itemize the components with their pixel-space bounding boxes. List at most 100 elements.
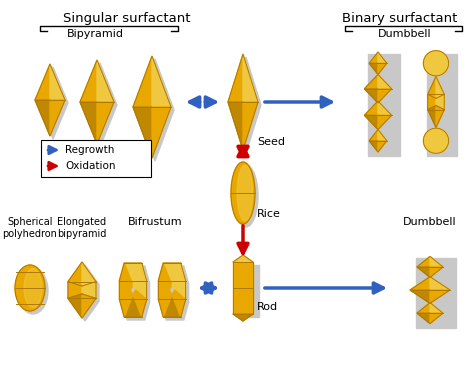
Polygon shape — [233, 255, 253, 262]
Polygon shape — [158, 281, 169, 300]
Polygon shape — [430, 303, 443, 313]
Polygon shape — [35, 64, 50, 100]
Polygon shape — [35, 100, 50, 136]
Polygon shape — [378, 101, 392, 115]
Ellipse shape — [231, 162, 255, 224]
Polygon shape — [378, 129, 387, 141]
Polygon shape — [124, 263, 142, 285]
Ellipse shape — [234, 165, 258, 227]
Polygon shape — [122, 266, 150, 320]
Polygon shape — [430, 267, 443, 278]
Polygon shape — [417, 313, 430, 324]
Polygon shape — [428, 77, 436, 99]
Text: Bipyramid: Bipyramid — [66, 29, 124, 39]
Polygon shape — [119, 263, 133, 290]
Text: Regrowth: Regrowth — [65, 145, 114, 155]
Polygon shape — [50, 100, 65, 136]
Polygon shape — [378, 115, 392, 129]
Polygon shape — [152, 56, 171, 107]
Polygon shape — [175, 281, 186, 300]
Polygon shape — [430, 313, 443, 324]
Text: Dumbbell: Dumbbell — [403, 217, 457, 227]
Polygon shape — [83, 63, 117, 147]
Ellipse shape — [237, 165, 253, 221]
Polygon shape — [158, 263, 172, 290]
Polygon shape — [365, 74, 378, 89]
Polygon shape — [136, 59, 174, 161]
Polygon shape — [71, 265, 99, 321]
Ellipse shape — [24, 268, 42, 308]
Polygon shape — [365, 89, 378, 103]
Text: Rice: Rice — [257, 209, 281, 219]
Polygon shape — [136, 281, 146, 300]
Polygon shape — [152, 107, 171, 158]
Polygon shape — [50, 64, 65, 100]
Ellipse shape — [18, 268, 48, 314]
Polygon shape — [243, 54, 258, 102]
Polygon shape — [80, 102, 97, 144]
Polygon shape — [378, 63, 387, 74]
Polygon shape — [163, 295, 181, 317]
Polygon shape — [430, 256, 443, 267]
Polygon shape — [231, 57, 261, 153]
Polygon shape — [158, 290, 172, 317]
Polygon shape — [228, 102, 243, 150]
Polygon shape — [162, 266, 189, 320]
FancyBboxPatch shape — [41, 140, 151, 177]
Polygon shape — [427, 54, 457, 156]
Ellipse shape — [15, 265, 45, 311]
Text: Bifrustum: Bifrustum — [128, 217, 182, 227]
Polygon shape — [97, 60, 114, 102]
Polygon shape — [417, 303, 430, 313]
Polygon shape — [378, 52, 387, 63]
Polygon shape — [233, 262, 253, 314]
Circle shape — [423, 51, 448, 76]
Text: Oxidation: Oxidation — [65, 161, 116, 171]
Polygon shape — [369, 129, 378, 141]
Polygon shape — [365, 101, 378, 115]
Polygon shape — [133, 107, 152, 158]
Polygon shape — [68, 262, 82, 286]
Polygon shape — [80, 60, 97, 102]
Polygon shape — [436, 77, 444, 99]
Polygon shape — [436, 105, 444, 127]
Polygon shape — [410, 277, 430, 290]
Text: Binary surfactant: Binary surfactant — [342, 12, 458, 25]
Polygon shape — [82, 262, 96, 286]
Polygon shape — [82, 294, 96, 318]
Text: Elongated
bipyramid: Elongated bipyramid — [57, 217, 107, 239]
Polygon shape — [97, 102, 114, 144]
Polygon shape — [82, 281, 96, 298]
Polygon shape — [133, 290, 146, 317]
Polygon shape — [417, 256, 430, 267]
Circle shape — [423, 128, 448, 153]
Polygon shape — [378, 89, 392, 103]
Polygon shape — [68, 294, 82, 318]
Polygon shape — [378, 74, 392, 89]
Polygon shape — [430, 277, 450, 290]
Text: Rod: Rod — [257, 302, 278, 312]
Polygon shape — [430, 290, 450, 303]
Polygon shape — [417, 267, 430, 278]
Polygon shape — [119, 290, 133, 317]
Polygon shape — [428, 94, 436, 110]
Polygon shape — [124, 295, 142, 317]
Polygon shape — [38, 67, 68, 139]
Polygon shape — [428, 105, 436, 127]
Text: Dumbbell: Dumbbell — [378, 29, 432, 39]
Polygon shape — [133, 263, 146, 290]
Polygon shape — [172, 263, 186, 290]
Polygon shape — [133, 56, 152, 107]
Polygon shape — [239, 265, 259, 317]
Polygon shape — [369, 63, 378, 74]
Polygon shape — [378, 141, 387, 152]
Polygon shape — [436, 94, 444, 110]
Polygon shape — [369, 141, 378, 152]
Polygon shape — [163, 263, 181, 285]
Polygon shape — [68, 281, 82, 298]
Text: Singular surfactant: Singular surfactant — [63, 12, 191, 25]
Polygon shape — [416, 258, 456, 328]
Polygon shape — [368, 54, 400, 156]
Text: Seed: Seed — [257, 137, 285, 147]
Polygon shape — [119, 281, 130, 300]
